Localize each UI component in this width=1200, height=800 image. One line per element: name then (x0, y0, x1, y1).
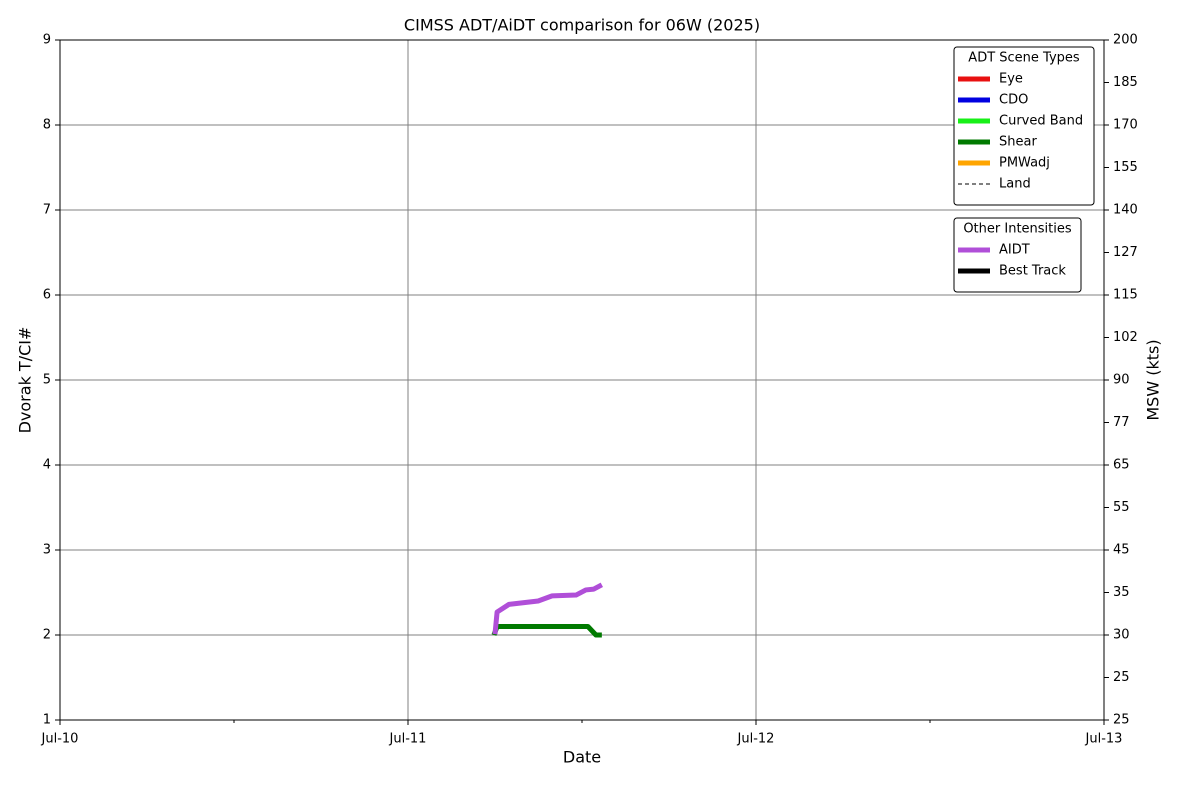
y2-tick-label: 77 (1113, 415, 1130, 430)
y-tick-label: 1 (43, 713, 51, 728)
legend-label: AIDT (999, 243, 1030, 258)
legend-label: Curved Band (999, 114, 1083, 129)
y-tick-label: 4 (43, 458, 51, 473)
grid (59, 39, 1105, 721)
y-tick-label: 7 (43, 203, 51, 218)
legend-label: PMWadj (999, 156, 1050, 171)
y2-tick-label: 90 (1113, 373, 1130, 388)
legend-label: Eye (999, 72, 1023, 87)
y-tick-label: 3 (43, 543, 51, 558)
legend-label: CDO (999, 93, 1028, 108)
legend-label: Best Track (999, 264, 1066, 279)
series-line (492, 582, 604, 635)
y-tick-label: 6 (43, 288, 51, 303)
y2-tick-label: 30 (1113, 628, 1130, 643)
y-tick-label: 5 (43, 373, 51, 388)
legend-label: Shear (999, 135, 1037, 150)
y2-axis-label: MSW (kts) (1144, 339, 1163, 420)
y2-tick-label: 155 (1113, 160, 1138, 175)
y-tick-label: 8 (43, 118, 51, 133)
plot-frame (59, 39, 1105, 721)
y-tick-label: 2 (43, 628, 51, 643)
legend: Other Intensities AIDT Best Track (953, 217, 1082, 293)
x-tick-label: Jul-10 (41, 732, 79, 747)
y2-tick-label: 25 (1113, 713, 1130, 728)
y2-tick-label: 200 (1113, 33, 1138, 48)
chart-title: CIMSS ADT/AiDT comparison for 06W (2025) (404, 16, 760, 35)
x-tick-label: Jul-11 (389, 732, 427, 747)
legend-label: Land (999, 177, 1031, 192)
y2-tick-label: 55 (1113, 500, 1130, 515)
y2-tick-label: 102 (1113, 330, 1138, 345)
y-axis-label: Dvorak T/CI# (16, 327, 35, 434)
y2-tick-label: 25 (1113, 670, 1130, 685)
y2-tick-label: 127 (1113, 245, 1138, 260)
y2-tick-label: 185 (1113, 75, 1138, 90)
y2-tick-label: 115 (1113, 288, 1138, 303)
legend: ADT Scene Types Eye CDO Curved Band Shear PMW… (953, 46, 1095, 206)
y2-tick-label: 65 (1113, 458, 1130, 473)
y2-tick-label: 140 (1113, 203, 1138, 218)
y2-tick-label: 35 (1113, 585, 1130, 600)
x-axis-label: Date (563, 748, 601, 767)
legend-title: ADT Scene Types (968, 51, 1080, 66)
x-tick-label: Jul-12 (737, 732, 775, 747)
series-line (491, 624, 602, 638)
x-tick-label: Jul-13 (1085, 732, 1123, 747)
y2-tick-label: 170 (1113, 118, 1138, 133)
y2-tick-label: 45 (1113, 543, 1130, 558)
legend-title: Other Intensities (963, 222, 1072, 237)
y-tick-label: 9 (43, 33, 51, 48)
